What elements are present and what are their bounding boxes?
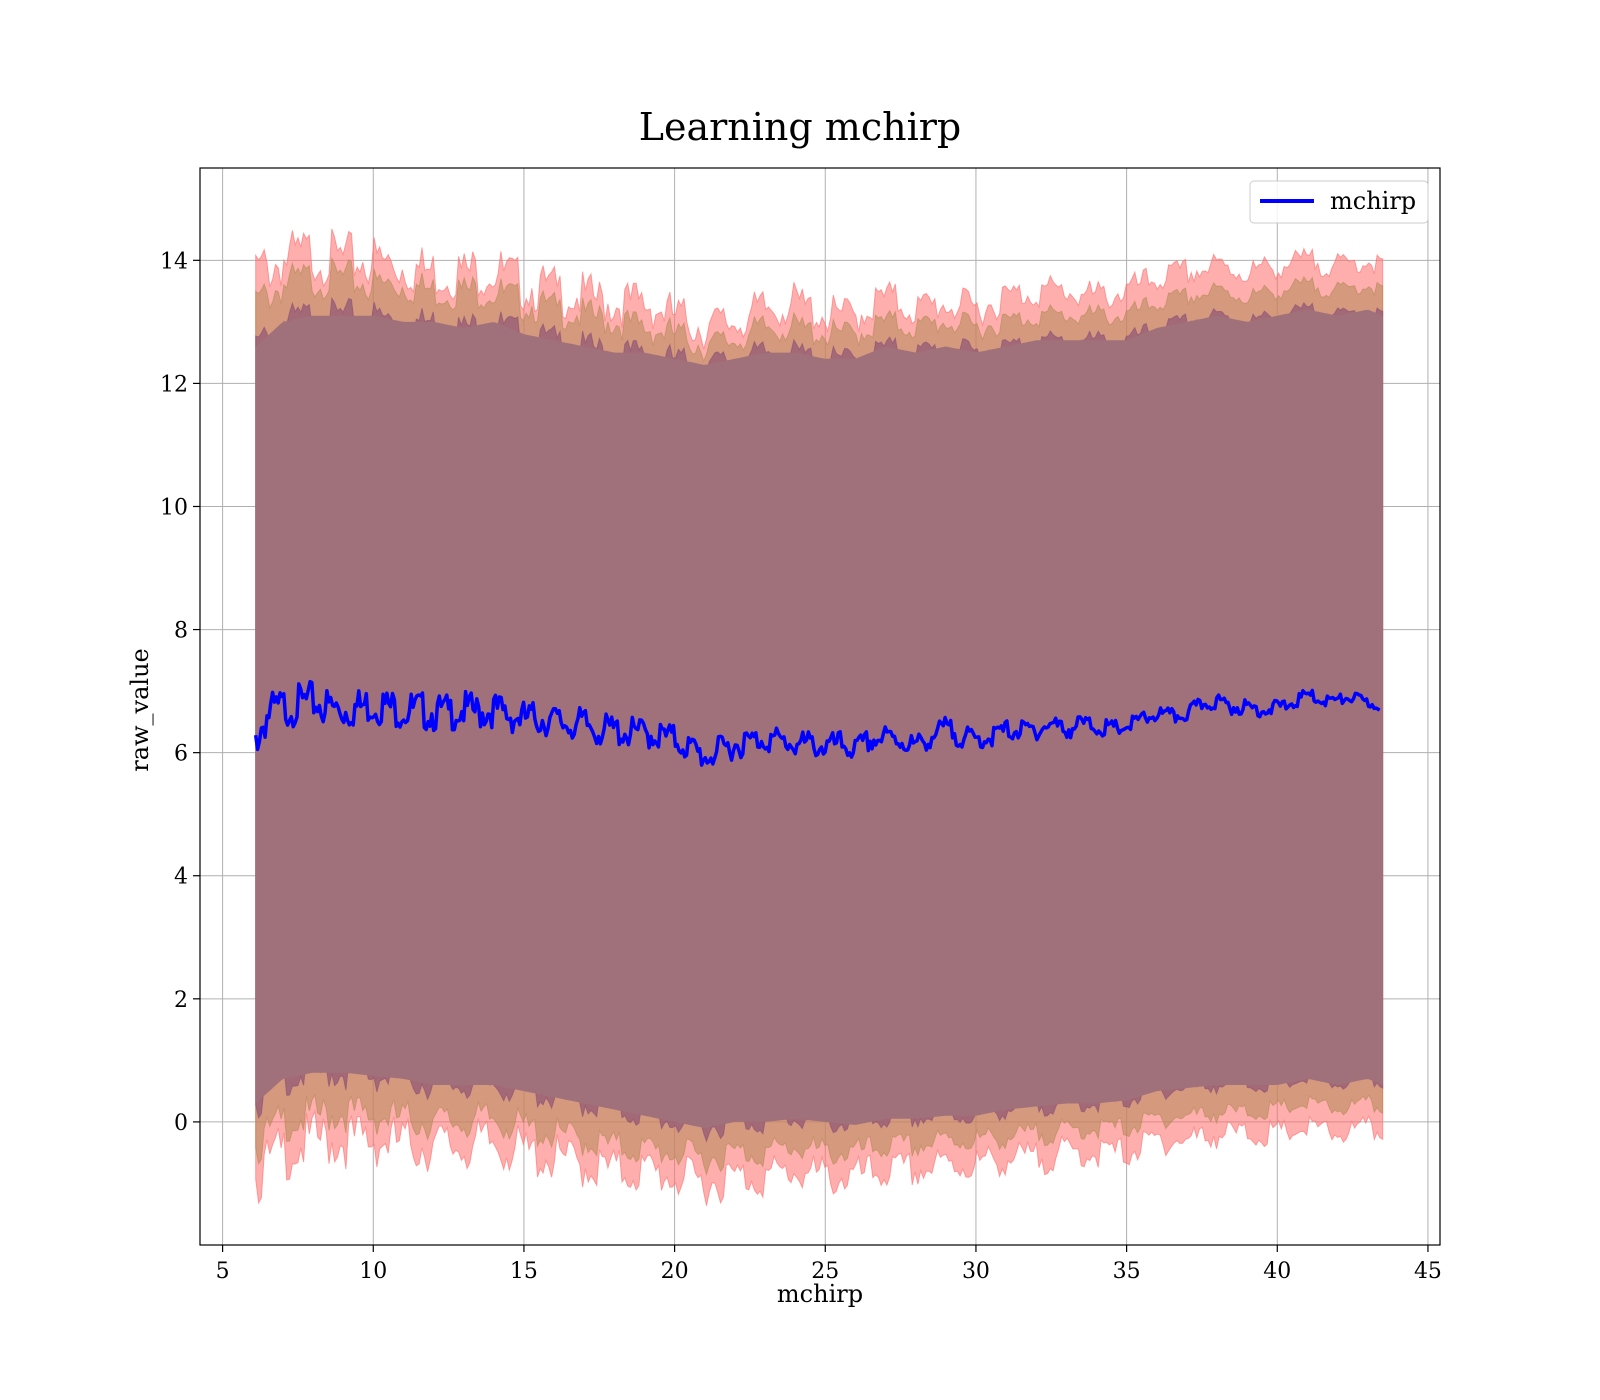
x-axis-label: mchirp bbox=[777, 1280, 863, 1308]
y-tick-label: 6 bbox=[174, 742, 188, 767]
x-tick-label: 35 bbox=[1113, 1259, 1141, 1284]
x-tick-label: 40 bbox=[1263, 1259, 1291, 1284]
y-tick-label: 12 bbox=[160, 372, 188, 397]
y-tick-label: 2 bbox=[174, 988, 188, 1013]
x-tick-label: 45 bbox=[1414, 1259, 1442, 1284]
y-tick-label: 10 bbox=[160, 495, 188, 520]
legend: mchirp bbox=[1249, 180, 1429, 224]
legend-box bbox=[1249, 180, 1429, 224]
inner-band-core bbox=[255, 309, 1383, 1128]
y-tick-label: 0 bbox=[174, 1111, 188, 1136]
x-tick-label: 30 bbox=[962, 1259, 990, 1284]
y-axis: 0 2 4 6 8 10 12 14 bbox=[160, 249, 200, 1136]
series-lines bbox=[253, 679, 1381, 767]
x-tick-label: 5 bbox=[216, 1259, 230, 1284]
y-tick-label: 14 bbox=[160, 249, 188, 274]
x-tick-label: 10 bbox=[359, 1259, 387, 1284]
series-line-mchirp bbox=[253, 679, 1381, 767]
confidence-bands bbox=[255, 228, 1384, 1206]
y-tick-label: 4 bbox=[174, 865, 188, 890]
x-tick-label: 20 bbox=[661, 1259, 689, 1284]
y-tick-label: 8 bbox=[174, 619, 188, 644]
x-tick-label: 15 bbox=[510, 1259, 538, 1284]
legend-label: mchirp bbox=[1330, 187, 1416, 215]
chart-title: Learning mchirp bbox=[639, 105, 961, 149]
x-tick-label: 25 bbox=[811, 1259, 839, 1284]
y-axis-label: raw_value bbox=[126, 648, 154, 772]
plot-frame bbox=[199, 167, 1441, 1246]
x-axis: 5 10 15 20 25 30 35 40 45 bbox=[216, 1245, 1442, 1284]
